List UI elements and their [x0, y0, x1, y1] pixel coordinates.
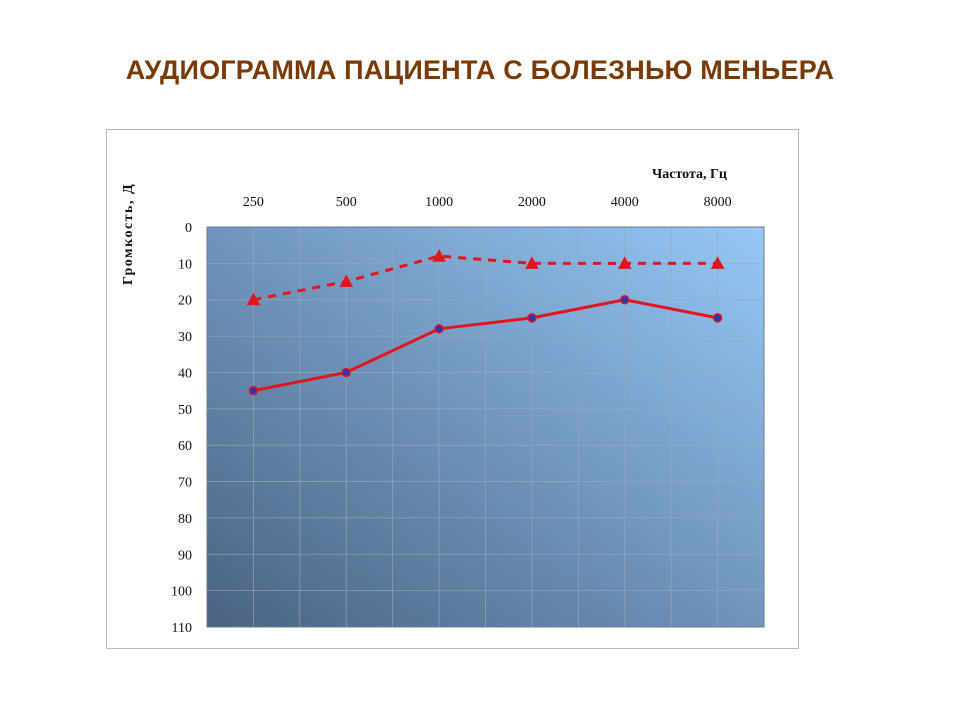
x-tick-labels: 250 500 1000 2000 4000 8000: [243, 195, 732, 210]
y-tick-label: 10: [178, 257, 192, 272]
y-tick-label: 50: [178, 403, 192, 418]
y-tick-label: 60: [178, 439, 192, 454]
y-tick-label: 20: [178, 294, 192, 309]
data-point-triangle: [432, 249, 446, 262]
y-tick-label: 80: [178, 512, 192, 527]
data-point-circle: [341, 367, 351, 378]
data-point-triangle: [339, 274, 354, 288]
data-point-triangle: [710, 256, 725, 269]
y-tick-label: 40: [178, 366, 192, 381]
y-tick-label: 0: [185, 221, 192, 236]
x-tick-label: 2000: [518, 195, 546, 210]
y-tick-label: 90: [178, 548, 192, 563]
y-tick-labels: 0 10 20 30 40 50 60 70 80 90 100 110: [171, 221, 192, 636]
slide-title: АУДИОГРАММА ПАЦИЕНТА С БОЛЕЗНЬЮ МЕНЬЕРА: [125, 55, 835, 85]
x-tick-label: 500: [336, 195, 357, 210]
series-group: [246, 249, 725, 396]
x-tick-label: 4000: [611, 195, 639, 210]
data-point-circle: [434, 324, 444, 334]
data-point-triangle: [617, 256, 632, 269]
data-point-circle: [527, 313, 537, 323]
x-tick-label: 250: [243, 195, 264, 210]
chart-frame: 250 500 1000 2000 4000 8000 0 10 20 30 40 50 60 70 80…: [106, 129, 799, 649]
x-axis-label: Частота, Гц: [652, 167, 727, 182]
grid-lines: [207, 227, 764, 627]
data-point-circle: [620, 294, 630, 305]
y-axis-label: Громкость, Д: [121, 183, 136, 285]
y-tick-label: 30: [178, 330, 192, 345]
audiogram-chart: 250 500 1000 2000 4000 8000 0 10 20 30 40 50 60 70 80…: [121, 167, 765, 636]
data-point-circle: [712, 313, 723, 323]
data-point-triangle: [525, 256, 539, 269]
series-line-solid: [253, 298, 718, 393]
data-point-triangle: [246, 292, 261, 306]
x-tick-label: 1000: [425, 195, 453, 210]
series-line-dashed: [253, 254, 718, 302]
y-tick-label: 100: [171, 585, 192, 600]
x-tick-label: 8000: [704, 195, 732, 210]
y-tick-label: 70: [178, 476, 192, 491]
y-tick-label: 110: [172, 621, 192, 636]
data-point-circle: [248, 385, 259, 396]
